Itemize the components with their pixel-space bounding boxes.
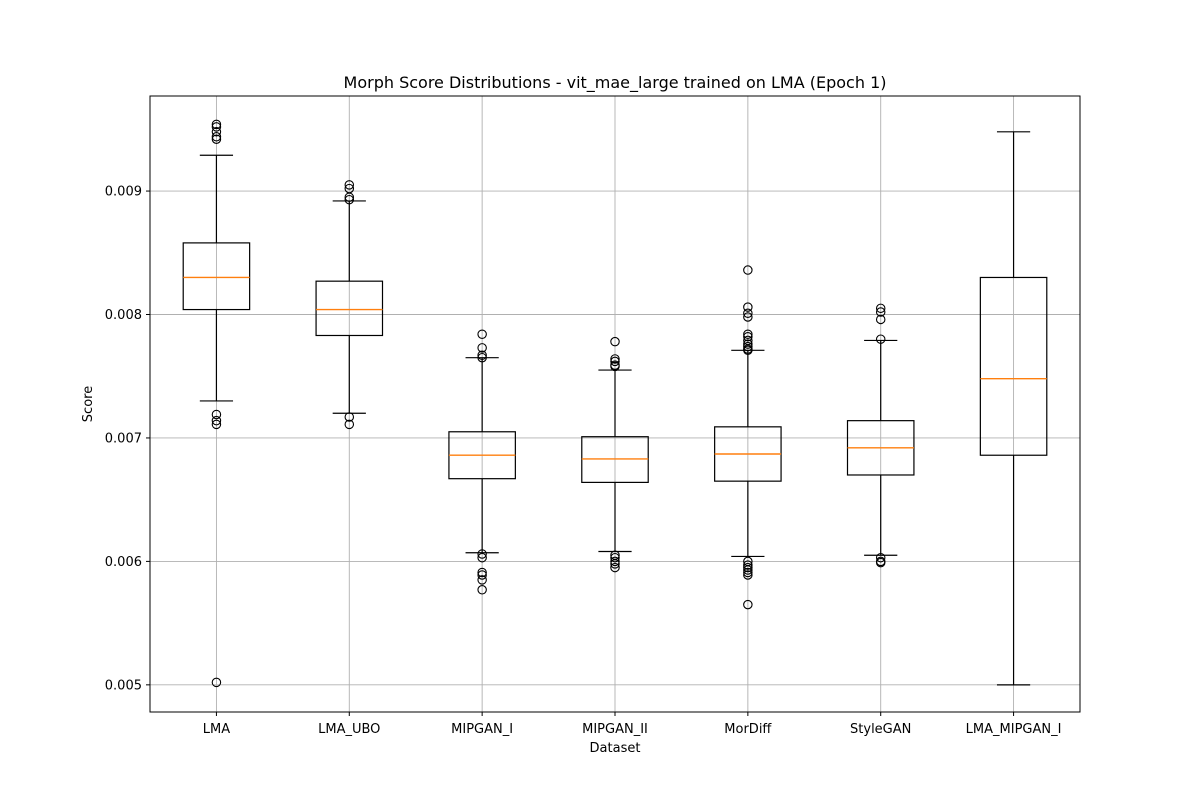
outlier-point	[875, 552, 886, 563]
outlier-point	[477, 567, 487, 578]
x-tick-label: LMA_MIPGAN_I	[966, 722, 1062, 737]
outlier-point	[743, 570, 753, 580]
outlier-point	[743, 265, 753, 275]
outlier-point	[211, 677, 222, 688]
outlier-point	[211, 419, 222, 430]
iqr-box	[315, 280, 384, 337]
axis-ticks: LMA LMA_UBO MIPGAN_I MIPGAN_II MorDiff StyleG…	[105, 185, 1062, 737]
outlier-point	[610, 559, 620, 569]
outlier-point	[610, 361, 620, 372]
outlier-point	[610, 552, 620, 563]
outlier-point	[211, 127, 222, 137]
outlier-point	[743, 331, 753, 342]
outlier-point	[211, 409, 222, 420]
outlier-point	[477, 552, 487, 563]
outlier-point	[743, 562, 753, 573]
y-tick-label: 0.007	[105, 431, 142, 446]
y-axis-label: Score	[81, 386, 96, 422]
outlier-point	[743, 341, 753, 352]
x-tick-label: LMA	[203, 722, 230, 737]
outlier-point	[743, 599, 753, 610]
outlier-point	[875, 334, 886, 344]
outlier-point	[610, 356, 620, 367]
box-stylegan	[846, 303, 915, 568]
box-plots	[182, 119, 1048, 688]
box-mipgan-i	[448, 329, 516, 595]
outlier-point	[211, 122, 222, 132]
outlier-point	[743, 565, 753, 575]
outlier-point	[211, 415, 222, 426]
outlier-point	[211, 134, 222, 144]
box-mordiff	[714, 265, 782, 610]
outlier-point	[477, 575, 487, 585]
outlier-point	[610, 562, 620, 573]
x-tick-label: StyleGAN	[850, 722, 911, 737]
outlier-point	[875, 307, 886, 317]
x-tick-label: MIPGAN_I	[451, 722, 513, 737]
box-lma-mipgan-i	[979, 131, 1048, 686]
outlier-point	[477, 329, 487, 340]
outlier-point	[477, 352, 487, 363]
iqr-box	[979, 276, 1048, 456]
outlier-point	[211, 119, 222, 130]
outlier-point	[743, 302, 753, 312]
x-axis-label: Dataset	[590, 741, 641, 756]
outlier-point	[477, 585, 487, 595]
outlier-point	[743, 339, 753, 349]
outlier-point	[344, 194, 355, 205]
iqr-box	[182, 242, 251, 311]
outlier-point	[743, 567, 753, 578]
chart-title: Morph Score Distributions - vit_mae_larg…	[344, 73, 887, 93]
y-tick-label: 0.008	[105, 308, 142, 323]
outlier-point	[344, 412, 355, 422]
outlier-point	[875, 303, 886, 314]
y-tick-label: 0.009	[105, 185, 142, 200]
outlier-point	[344, 180, 355, 190]
outlier-point	[477, 350, 487, 360]
box-lma	[182, 119, 251, 688]
y-tick-label: 0.006	[105, 555, 142, 570]
x-tick-label: MIPGAN_II	[582, 722, 648, 737]
outlier-point	[743, 312, 753, 322]
outlier-point	[743, 329, 753, 340]
outlier-point	[743, 308, 753, 319]
outlier-point	[477, 549, 487, 559]
outlier-point	[610, 354, 620, 364]
outlier-point	[610, 336, 620, 347]
outlier-point	[743, 345, 753, 356]
outlier-point	[477, 570, 487, 580]
box-lma-ubo	[315, 180, 384, 430]
x-tick-label: LMA_UBO	[318, 722, 380, 737]
outlier-point	[344, 192, 355, 202]
outlier-point	[477, 343, 487, 353]
outlier-point	[743, 560, 753, 570]
outlier-point	[875, 557, 886, 568]
outlier-point	[610, 556, 620, 567]
outlier-point	[344, 419, 355, 430]
x-tick-label: MorDiff	[724, 722, 772, 737]
y-tick-label: 0.005	[105, 678, 142, 693]
outlier-point	[875, 314, 886, 325]
outlier-point	[211, 131, 222, 142]
box-mipgan-ii	[581, 336, 649, 573]
